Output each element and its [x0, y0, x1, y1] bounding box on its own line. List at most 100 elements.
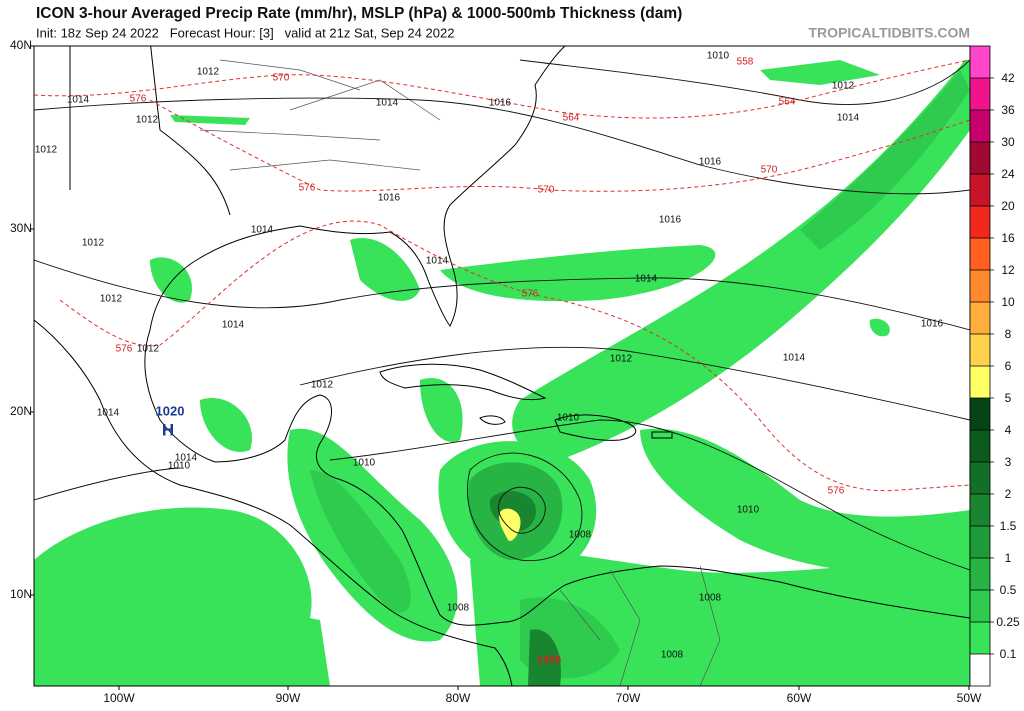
isobar [329, 419, 970, 571]
border-line [199, 59, 441, 171]
isobar-label: 1008 [569, 530, 592, 541]
colorbar-tick-label: 5 [1005, 391, 1012, 405]
colorbar-tick-label: 8 [1005, 327, 1012, 341]
longitude-label: 70W [616, 691, 641, 705]
thickness-label: 576 [116, 344, 133, 355]
thickness-label: 570 [761, 165, 778, 176]
coastline [69, 46, 231, 216]
colorbar-swatch [970, 462, 990, 494]
colorbar: 0.1 0.25 0.5 1 1.5 2 3 4 5 6 8 10 12 16 20 24 30 36 42 [969, 45, 1020, 687]
colorbar-swatch [970, 46, 990, 78]
colorbar-swatch [970, 558, 990, 590]
coastline [379, 363, 547, 401]
isobar-label: 1016 [699, 157, 722, 168]
precip-area [150, 257, 192, 303]
colorbar-swatch [970, 302, 990, 334]
thickness-label: 576 [522, 289, 539, 300]
precip-area [800, 70, 970, 250]
colorbar-tick-label: 10 [1001, 295, 1015, 309]
isobar-label: 1012 [610, 354, 633, 365]
latitude-label: 30N [10, 221, 32, 235]
colorbar-tick-label: 1 [1005, 551, 1012, 565]
colorbar-swatch [970, 622, 990, 654]
colorbar-swatch [970, 174, 990, 206]
precip-area [499, 508, 521, 541]
isobar-label: 1012 [82, 238, 105, 249]
precip-area [34, 596, 330, 686]
isobar [34, 259, 970, 331]
isobar-label: 1012 [35, 145, 58, 156]
isobar-label: 1008 [699, 593, 722, 604]
thickness-label: 564 [779, 97, 796, 108]
isobar-label: 1008 [661, 650, 684, 661]
thickness-label: 576 [299, 183, 316, 194]
isobar-label: 1012 [137, 344, 160, 355]
coastline [149, 46, 566, 331]
coastline [554, 414, 637, 441]
colorbar-swatch [970, 238, 990, 270]
isobar-label: 1008 [447, 603, 470, 614]
colorbar-tick-label: 12 [1001, 263, 1015, 277]
thickness-label: 576 [130, 94, 147, 105]
colorbar-tick-label: 36 [1001, 103, 1015, 117]
colorbar-swatch [970, 398, 990, 430]
colorbar-tick-label: 6 [1005, 359, 1012, 373]
colorbar-tick-label: 0.1 [1000, 647, 1017, 661]
isobar-label: 1014 [67, 95, 90, 106]
isobar-label: 1010 [737, 505, 760, 516]
isobar-label: 1012 [100, 294, 123, 305]
isobar-label: 1016 [921, 319, 944, 330]
isobar-label: 1012 [311, 380, 334, 391]
thickness-label: 576 [828, 486, 845, 497]
precip-area [350, 238, 420, 301]
isobar-label: 1014 [97, 408, 120, 419]
map-subtitle: Init: 18z Sep 24 2022 Forecast Hour: [3]… [36, 25, 454, 40]
colorbar-tick-label: 1.5 [1000, 519, 1017, 533]
colorbar-tick-label: 3 [1005, 455, 1012, 469]
colorbar-swatch [970, 590, 990, 622]
isobar [467, 452, 583, 562]
isobar [34, 467, 181, 501]
source-credit: TROPICALTIDBITS.COM [808, 25, 970, 41]
colorbar-swatch [970, 206, 990, 238]
colorbar-swatch [970, 654, 990, 686]
colorbar-tick-label: 42 [1001, 71, 1015, 85]
coastline [651, 431, 673, 439]
coastline [144, 329, 970, 626]
longitude-label: 100W [103, 691, 135, 705]
isobar-label: 1016 [489, 98, 512, 109]
isobar-label: 1012 [197, 67, 220, 78]
isobar-label: 1010 [353, 458, 376, 469]
isobar [519, 59, 970, 105]
colorbar-swatch [970, 270, 990, 302]
longitude-label: 50W [957, 691, 982, 705]
colorbar-swatch [970, 430, 990, 462]
colorbar-tick-label: 0.5 [1000, 583, 1017, 597]
thickness-line [34, 59, 970, 119]
map-layers: 1012 1014 1012 1012 1014 1016 1010 1012 1014 1016… [34, 46, 970, 686]
isobar-label: 1010 [557, 413, 580, 424]
isobar-label: 1014 [635, 274, 658, 285]
colorbar-swatch [970, 110, 990, 142]
longitude-label: 90W [276, 691, 301, 705]
thickness-label: 570 [273, 73, 290, 84]
precip-area [512, 60, 970, 460]
colorbar-tick-label: 20 [1001, 199, 1015, 213]
isobar-label: 1014 [783, 353, 806, 364]
isobar-label: 1014 [426, 256, 449, 267]
thickness-line [59, 220, 970, 492]
colorbar-tick-label: 24 [1001, 167, 1015, 181]
isobar-label: 1010 [168, 461, 191, 472]
precip-area [420, 378, 463, 442]
colorbar-swatch [970, 142, 990, 174]
precip-area [440, 245, 716, 302]
colorbar-swatch [970, 494, 990, 526]
isobar-label: 1014 [222, 320, 245, 331]
longitude-label: 80W [446, 691, 471, 705]
isobar [34, 97, 970, 195]
isobar-label: 1014 [175, 453, 198, 464]
precip-area [200, 398, 252, 452]
precip-area [869, 318, 890, 337]
colorbar-tick-label: 16 [1001, 231, 1015, 245]
isobar-label: 1014 [376, 98, 399, 109]
